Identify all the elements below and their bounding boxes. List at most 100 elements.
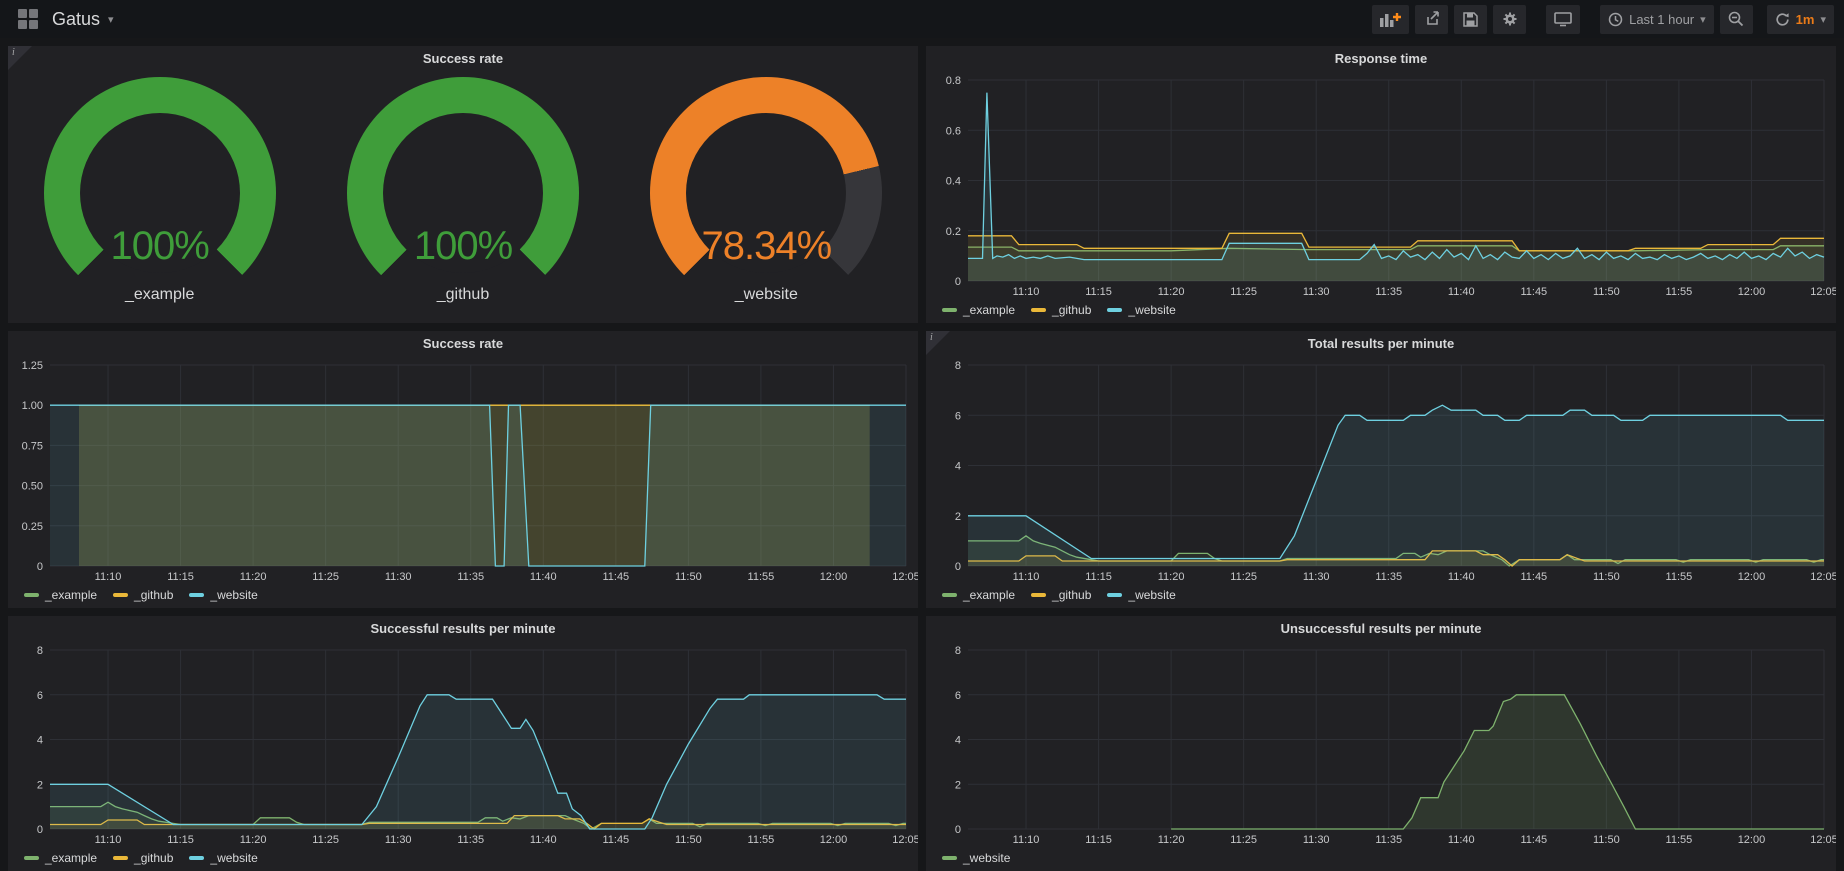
dashboard-title-dropdown[interactable]: Gatus ▾ bbox=[52, 9, 114, 30]
svg-text:12:05: 12:05 bbox=[892, 571, 918, 583]
legend-color-dash bbox=[24, 856, 39, 860]
top-navbar: Gatus ▾ bbox=[0, 0, 1844, 38]
legend-item-website[interactable]: _website bbox=[189, 588, 257, 602]
panel-response-time: Response time 00.20.40.60.811:1011:1511:… bbox=[926, 46, 1836, 323]
svg-text:0.75: 0.75 bbox=[22, 440, 43, 452]
save-dashboard-button[interactable] bbox=[1454, 5, 1487, 34]
svg-text:12:00: 12:00 bbox=[820, 571, 848, 583]
cycle-view-mode-button[interactable] bbox=[1546, 5, 1580, 34]
svg-text:11:55: 11:55 bbox=[1666, 834, 1693, 846]
legend-item-github[interactable]: _github bbox=[1031, 303, 1091, 317]
svg-text:11:25: 11:25 bbox=[312, 834, 339, 846]
gauge-website: 78.34% _website bbox=[615, 72, 918, 323]
legend-item-github[interactable]: _github bbox=[113, 851, 173, 865]
legend-item-github[interactable]: _github bbox=[113, 588, 173, 602]
svg-text:12:00: 12:00 bbox=[1738, 571, 1766, 583]
svg-text:11:25: 11:25 bbox=[1230, 571, 1257, 583]
svg-text:2: 2 bbox=[955, 779, 961, 791]
svg-text:11:45: 11:45 bbox=[1520, 571, 1547, 583]
series bbox=[968, 93, 1824, 281]
svg-text:11:20: 11:20 bbox=[240, 834, 267, 846]
svg-text:2: 2 bbox=[37, 779, 43, 791]
add-panel-button[interactable] bbox=[1372, 5, 1409, 34]
refresh-picker[interactable]: 1m ▾ bbox=[1767, 5, 1834, 34]
svg-text:11:45: 11:45 bbox=[602, 834, 629, 846]
save-icon bbox=[1463, 12, 1478, 27]
gauge-label: _website bbox=[615, 286, 918, 304]
legend-item-website[interactable]: _website bbox=[942, 851, 1010, 865]
svg-text:11:55: 11:55 bbox=[1666, 286, 1693, 298]
legend-color-dash bbox=[24, 593, 39, 597]
svg-text:11:25: 11:25 bbox=[312, 571, 339, 583]
legend-item-example[interactable]: _example bbox=[942, 303, 1015, 317]
svg-text:11:35: 11:35 bbox=[457, 571, 484, 583]
panel-title[interactable]: Success rate bbox=[8, 46, 918, 72]
legend-series-name: _github bbox=[1052, 588, 1091, 602]
legend-series-name: _example bbox=[963, 303, 1015, 317]
svg-text:11:10: 11:10 bbox=[95, 571, 122, 583]
svg-text:11:50: 11:50 bbox=[1593, 834, 1620, 846]
svg-text:8: 8 bbox=[955, 645, 961, 657]
legend-item-example[interactable]: _example bbox=[24, 851, 97, 865]
chart-area[interactable]: 0246811:1011:1511:2011:2511:3011:3511:40… bbox=[926, 357, 1836, 584]
bar-chart-plus-icon bbox=[1380, 11, 1401, 27]
share-icon bbox=[1424, 11, 1440, 27]
panel-title[interactable]: Total results per minute bbox=[926, 331, 1836, 357]
svg-text:0: 0 bbox=[955, 276, 961, 288]
panel-success-rate-gauges: i Success rate 100% _example 100% _githu… bbox=[8, 46, 918, 323]
legend-item-website[interactable]: _website bbox=[189, 851, 257, 865]
svg-text:11:40: 11:40 bbox=[530, 834, 557, 846]
grafana-logo-icon[interactable] bbox=[18, 9, 38, 29]
refresh-icon bbox=[1775, 12, 1790, 27]
svg-text:11:25: 11:25 bbox=[1230, 286, 1257, 298]
gauge-label: _example bbox=[8, 286, 311, 304]
gauge-value: 100% bbox=[8, 224, 311, 269]
svg-text:0.6: 0.6 bbox=[946, 125, 961, 137]
time-range-picker[interactable]: Last 1 hour ▾ bbox=[1600, 5, 1714, 34]
legend-item-website[interactable]: _website bbox=[1107, 303, 1175, 317]
legend-color-dash bbox=[113, 593, 128, 597]
legend-series-name: _example bbox=[45, 851, 97, 865]
share-dashboard-button[interactable] bbox=[1415, 5, 1448, 34]
legend-color-dash bbox=[113, 856, 128, 860]
svg-text:12:00: 12:00 bbox=[1738, 286, 1766, 298]
svg-text:11:15: 11:15 bbox=[1085, 571, 1112, 583]
svg-text:12:05: 12:05 bbox=[1810, 286, 1836, 298]
chart-area[interactable]: 00.20.40.60.811:1011:1511:2011:2511:3011… bbox=[926, 72, 1836, 299]
chart-area[interactable]: 0246811:1011:1511:2011:2511:3011:3511:40… bbox=[8, 642, 918, 847]
zoom-out-button[interactable] bbox=[1720, 5, 1753, 34]
legend-series-name: _website bbox=[1128, 303, 1175, 317]
svg-text:4: 4 bbox=[37, 735, 43, 747]
svg-text:0: 0 bbox=[955, 824, 961, 836]
chart-area[interactable]: 0246811:1011:1511:2011:2511:3011:3511:40… bbox=[926, 642, 1836, 847]
series bbox=[1171, 695, 1824, 829]
panel-title[interactable]: Response time bbox=[926, 46, 1836, 72]
svg-text:11:10: 11:10 bbox=[1013, 834, 1040, 846]
svg-text:11:40: 11:40 bbox=[1448, 286, 1475, 298]
dashboard-grid: i Success rate 100% _example 100% _githu… bbox=[0, 38, 1844, 871]
svg-text:12:00: 12:00 bbox=[1738, 834, 1766, 846]
tv-monitor-icon bbox=[1554, 11, 1572, 27]
legend-item-example[interactable]: _example bbox=[942, 588, 1015, 602]
panel-title[interactable]: Unsuccessful results per minute bbox=[926, 616, 1836, 642]
legend-item-website[interactable]: _website bbox=[1107, 588, 1175, 602]
svg-text:6: 6 bbox=[37, 690, 43, 702]
panel-title[interactable]: Successful results per minute bbox=[8, 616, 918, 642]
svg-text:11:20: 11:20 bbox=[240, 571, 267, 583]
series bbox=[50, 695, 906, 829]
svg-text:6: 6 bbox=[955, 410, 961, 422]
svg-text:0.25: 0.25 bbox=[22, 521, 43, 533]
legend-color-dash bbox=[942, 856, 957, 860]
svg-text:0.4: 0.4 bbox=[946, 176, 961, 188]
chart-area[interactable]: 00.250.500.751.001.2511:1011:1511:2011:2… bbox=[8, 357, 918, 584]
legend-series-name: _example bbox=[963, 588, 1015, 602]
panel-title[interactable]: Success rate bbox=[8, 331, 918, 357]
svg-text:11:10: 11:10 bbox=[1013, 571, 1040, 583]
legend: _example _github _website bbox=[942, 586, 1176, 604]
svg-text:12:00: 12:00 bbox=[820, 834, 848, 846]
legend-series-name: _website bbox=[210, 588, 257, 602]
svg-text:11:30: 11:30 bbox=[1303, 834, 1330, 846]
legend-item-example[interactable]: _example bbox=[24, 588, 97, 602]
legend-item-github[interactable]: _github bbox=[1031, 588, 1091, 602]
dashboard-settings-button[interactable] bbox=[1493, 5, 1526, 34]
